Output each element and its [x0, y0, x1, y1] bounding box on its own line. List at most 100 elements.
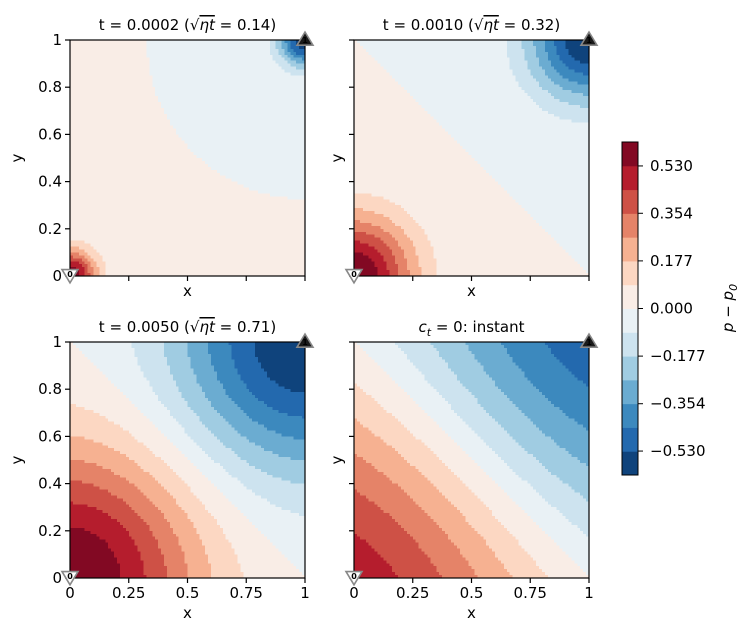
- contour-cell: [293, 137, 297, 141]
- contour-cell: [122, 40, 127, 44]
- contour-cell: [161, 116, 165, 121]
- contour-cell: [266, 96, 271, 100]
- contour-cell: [243, 57, 247, 62]
- contour-cell: [216, 113, 221, 118]
- contour-cell: [272, 63, 277, 68]
- contour-cell: [263, 104, 268, 109]
- contour-cell: [152, 60, 156, 65]
- contour-cell: [266, 42, 271, 47]
- contour-cell: [149, 90, 153, 94]
- contour-cell: [234, 87, 239, 91]
- contour-cell: [70, 72, 74, 76]
- contour-cell: [287, 78, 291, 82]
- contour-cell: [263, 40, 268, 44]
- contour-cell: [125, 51, 130, 56]
- contour-cell: [205, 87, 209, 91]
- contour-cell: [155, 45, 159, 50]
- contour-cell: [137, 48, 142, 53]
- contour-cell: [155, 104, 159, 109]
- contour-cell: [122, 116, 127, 121]
- contour-cell: [169, 75, 174, 79]
- contour-cell: [90, 45, 95, 50]
- contour-cell: [161, 87, 165, 91]
- contour-cell: [164, 122, 168, 127]
- contour-cell: [146, 93, 150, 97]
- contour-cell: [169, 137, 174, 141]
- contour-cell: [252, 116, 256, 121]
- contour-cell: [290, 131, 294, 135]
- contour-cell: [146, 122, 150, 127]
- contour-cell: [81, 69, 86, 74]
- contour-cell: [258, 42, 262, 47]
- contour-cell: [143, 116, 147, 121]
- contour-cell: [299, 101, 303, 106]
- contour-cell: [181, 122, 186, 127]
- contour-cell: [219, 119, 224, 124]
- contour-cell: [169, 131, 174, 135]
- contour-cell: [240, 107, 244, 112]
- contour-cell: [175, 78, 180, 82]
- contour-cell: [137, 113, 142, 118]
- contour-cell: [263, 137, 268, 141]
- contour-cell: [166, 104, 171, 109]
- contour-cell: [258, 54, 262, 59]
- contour-cell: [237, 40, 241, 44]
- contour-cell: [272, 128, 277, 133]
- contour-cell: [255, 110, 259, 115]
- contour-cell: [87, 69, 92, 74]
- contour-cell: [117, 63, 121, 68]
- contour-cell: [161, 72, 165, 76]
- contour-cell: [190, 87, 194, 91]
- contour-cell: [190, 131, 194, 135]
- contour-cell: [111, 84, 115, 88]
- contour-cell: [190, 116, 194, 121]
- contour-cell: [128, 60, 133, 65]
- contour-cell: [225, 81, 230, 85]
- contour-cell: [263, 51, 268, 56]
- contour-cell: [128, 134, 133, 138]
- contour-cell: [260, 78, 265, 82]
- contour-cell: [134, 42, 139, 47]
- contour-cell: [149, 104, 153, 109]
- contour-cell: [190, 93, 194, 97]
- contour-cell: [296, 63, 300, 68]
- contour-cell: [184, 137, 189, 141]
- contour-cell: [193, 107, 197, 112]
- contour-cell: [208, 63, 212, 68]
- contour-cell: [111, 113, 115, 118]
- contour-cell: [125, 54, 130, 59]
- contour-cell: [158, 137, 162, 141]
- contour-cell: [243, 137, 247, 141]
- contour-cell: [75, 104, 80, 109]
- contour-cell: [255, 78, 259, 82]
- contour-cell: [290, 93, 294, 97]
- contour-cell: [216, 48, 221, 53]
- contour-cell: [202, 96, 206, 100]
- contour-cell: [78, 96, 83, 100]
- contour-cell: [208, 87, 212, 91]
- contour-cell: [211, 113, 215, 118]
- contour-cell: [205, 122, 209, 127]
- contour-cell: [75, 116, 80, 121]
- contour-cell: [205, 51, 209, 56]
- contour-cell: [146, 81, 150, 85]
- contour-cell: [84, 122, 89, 127]
- contour-cell: [175, 113, 180, 118]
- contour-cell: [122, 122, 127, 127]
- contour-cell: [164, 140, 168, 144]
- contour-cell: [78, 113, 83, 118]
- contour-cell: [105, 122, 109, 127]
- contour-cell: [90, 78, 95, 82]
- contour-cell: [152, 140, 156, 144]
- contour-cell: [143, 51, 147, 56]
- contour-cell: [278, 134, 283, 138]
- contour-cell: [117, 81, 121, 85]
- contour-cell: [149, 93, 153, 97]
- contour-cell: [70, 113, 74, 118]
- contour-cell: [125, 131, 130, 135]
- contour-cell: [172, 81, 177, 85]
- contour-cell: [237, 78, 241, 82]
- contour-cell: [299, 119, 303, 124]
- contour-cell: [140, 90, 145, 94]
- contour-cell: [216, 96, 221, 100]
